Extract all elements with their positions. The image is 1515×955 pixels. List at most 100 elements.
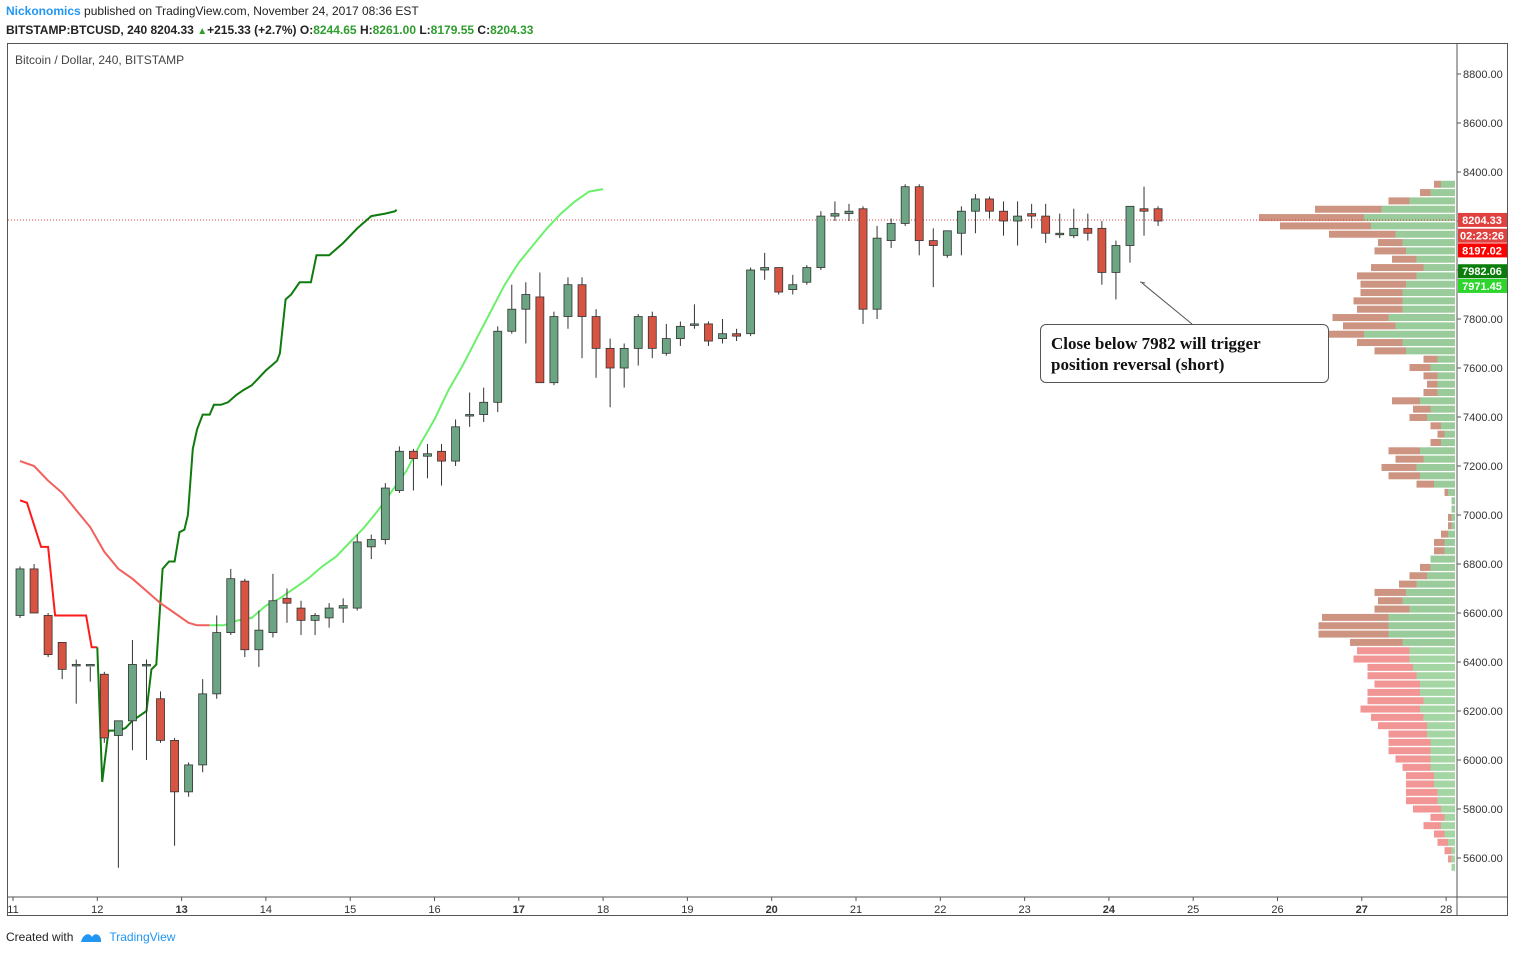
candle-body[interactable] xyxy=(830,213,840,217)
candle-body[interactable] xyxy=(886,223,896,241)
candle-body[interactable] xyxy=(479,401,489,415)
candle-body[interactable] xyxy=(914,186,924,241)
candle-body[interactable] xyxy=(1083,227,1093,234)
candle-body[interactable] xyxy=(956,210,966,234)
candle-body[interactable] xyxy=(113,720,123,736)
candle-body[interactable] xyxy=(928,240,938,246)
candle-body[interactable] xyxy=(226,578,236,634)
candle-body[interactable] xyxy=(788,284,798,291)
candle-body[interactable] xyxy=(170,740,179,793)
candle-body[interactable] xyxy=(254,629,264,651)
candle-body[interactable] xyxy=(507,308,517,332)
x-tick-label: 23 xyxy=(1018,904,1030,916)
candle-body[interactable] xyxy=(57,642,67,670)
candle-body[interactable] xyxy=(465,414,475,417)
candle-body[interactable] xyxy=(451,426,460,462)
candle-body[interactable] xyxy=(85,664,95,667)
candle-body[interactable] xyxy=(128,664,137,722)
candle-body[interactable] xyxy=(760,267,770,271)
candle-body[interactable] xyxy=(338,605,348,609)
annotation-callout[interactable]: Close below 7982 will trigger position r… xyxy=(1040,324,1329,383)
candle-body[interactable] xyxy=(999,210,1008,222)
candle-body[interactable] xyxy=(690,323,699,326)
candle-body[interactable] xyxy=(774,267,784,293)
candle-body[interactable] xyxy=(142,664,151,667)
candle-body[interactable] xyxy=(324,607,334,619)
candle-body[interactable] xyxy=(900,186,910,224)
candle-body[interactable] xyxy=(1055,232,1065,236)
candle-body[interactable] xyxy=(985,198,994,212)
volume-bar-up xyxy=(1402,305,1455,313)
candle-body[interactable] xyxy=(704,323,713,342)
y-tick-label: 7600.00 xyxy=(1463,363,1503,375)
candle-body[interactable] xyxy=(43,615,53,656)
candle-body[interactable] xyxy=(99,673,109,739)
volume-bar-up xyxy=(1448,530,1455,538)
candle-body[interactable] xyxy=(535,296,545,384)
candle-body[interactable] xyxy=(1027,213,1037,217)
candle-body[interactable] xyxy=(1097,227,1107,273)
volume-bar-up xyxy=(1451,505,1455,513)
candle-body[interactable] xyxy=(437,450,446,462)
x-tick-label: 28 xyxy=(1440,904,1452,916)
candle-body[interactable] xyxy=(802,267,812,283)
candle-body[interactable] xyxy=(844,210,854,215)
candle-body[interactable] xyxy=(423,453,432,457)
candle-body[interactable] xyxy=(816,215,826,268)
candle-body[interactable] xyxy=(282,597,292,604)
candle-body[interactable] xyxy=(352,541,362,609)
candle-body[interactable] xyxy=(1125,205,1135,246)
candle-body[interactable] xyxy=(71,664,81,667)
candle-body[interactable] xyxy=(858,208,868,310)
candle-body[interactable] xyxy=(661,338,671,354)
candle-body[interactable] xyxy=(366,539,376,548)
candle-body[interactable] xyxy=(971,198,980,212)
volume-bar-up xyxy=(1441,822,1455,830)
candle-body[interactable] xyxy=(184,764,194,793)
price-tag-label: 8204.33 xyxy=(1462,215,1502,227)
candle-body[interactable] xyxy=(493,330,503,403)
candle-body[interactable] xyxy=(240,580,250,651)
candle-body[interactable] xyxy=(296,607,306,621)
candle-body[interactable] xyxy=(380,487,390,540)
candle-body[interactable] xyxy=(1153,208,1163,222)
candle-body[interactable] xyxy=(198,693,208,766)
volume-bar-up xyxy=(1427,722,1455,730)
candle-body[interactable] xyxy=(394,450,404,491)
candle-body[interactable] xyxy=(633,316,643,349)
candle-body[interactable] xyxy=(268,600,278,634)
tradingview-link[interactable]: TradingView xyxy=(109,930,176,944)
candle-body[interactable] xyxy=(872,237,882,310)
candle-body[interactable] xyxy=(1041,215,1051,234)
candle-body[interactable] xyxy=(310,615,320,621)
candle-body[interactable] xyxy=(675,325,685,340)
candle-body[interactable] xyxy=(591,316,601,349)
candle-body[interactable] xyxy=(409,450,418,460)
candle-body[interactable] xyxy=(619,347,629,369)
candle-body[interactable] xyxy=(15,568,25,616)
low-label: L: xyxy=(419,23,431,37)
candle-body[interactable] xyxy=(732,333,741,337)
volume-bar-down xyxy=(1381,463,1417,471)
volume-bar-up xyxy=(1427,730,1455,738)
candle-body[interactable] xyxy=(29,568,39,614)
author-link[interactable]: Nickonomics xyxy=(6,4,81,18)
candle-body[interactable] xyxy=(1013,215,1022,222)
candle-body[interactable] xyxy=(156,698,165,741)
candle-body[interactable] xyxy=(1139,208,1149,212)
candle-body[interactable] xyxy=(718,333,727,340)
candle-body[interactable] xyxy=(577,284,587,317)
candle-body[interactable] xyxy=(521,294,531,310)
volume-bar-down xyxy=(1318,630,1389,638)
candle-body[interactable] xyxy=(605,347,615,369)
candle-body[interactable] xyxy=(212,632,222,695)
volume-bar-up xyxy=(1437,788,1455,796)
candle-body[interactable] xyxy=(549,316,559,384)
candle-body[interactable] xyxy=(1069,227,1079,237)
candle-body[interactable] xyxy=(942,230,952,256)
candle-body[interactable] xyxy=(746,269,756,335)
candle-body[interactable] xyxy=(1111,245,1121,273)
candle-body[interactable] xyxy=(647,316,657,349)
candle-body[interactable] xyxy=(563,284,573,317)
